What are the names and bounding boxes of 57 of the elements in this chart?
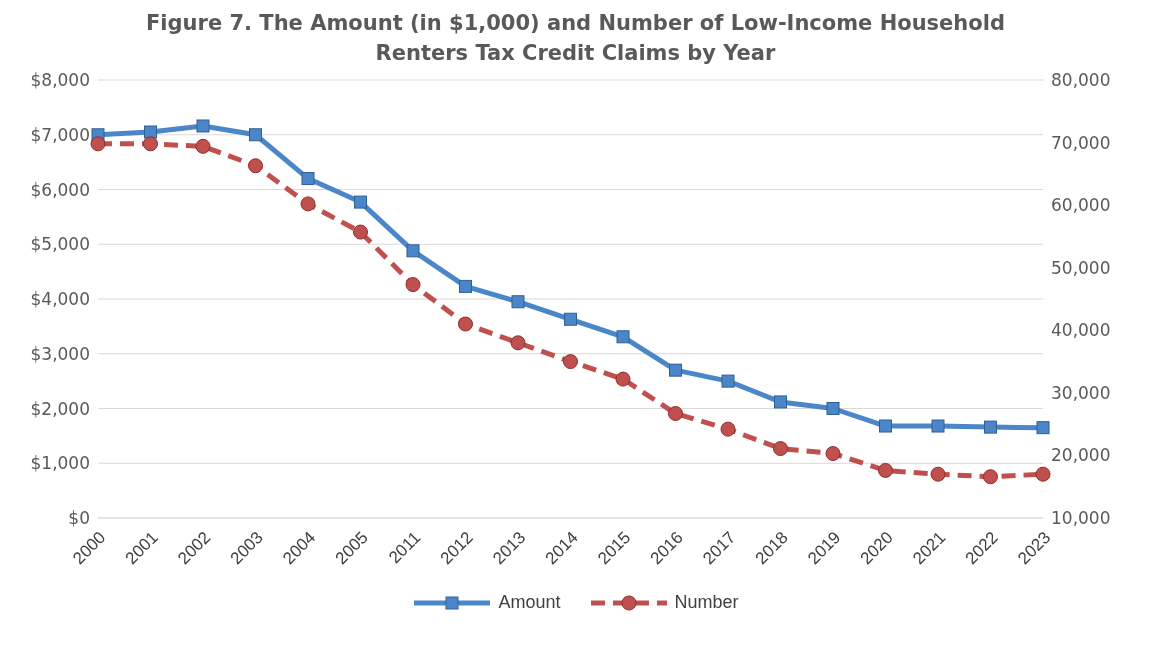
y-tick-label: $0 [68, 508, 90, 529]
point [616, 330, 630, 344]
point [143, 136, 158, 152]
y2-tick-label: 70,000 [1051, 132, 1111, 153]
point [931, 419, 945, 433]
point [405, 277, 421, 293]
y2-tick-label: 40,000 [1051, 320, 1111, 341]
point [195, 138, 211, 154]
y2-tick-label: 50,000 [1051, 257, 1111, 278]
point [353, 224, 368, 240]
point [1035, 466, 1051, 482]
point [510, 335, 526, 351]
y-tick-label: $8,000 [30, 70, 90, 91]
point [615, 371, 631, 387]
point [983, 469, 998, 485]
point [248, 158, 263, 174]
point [826, 402, 840, 415]
point [984, 420, 997, 434]
y-tick-label: $4,000 [30, 289, 90, 310]
point [301, 172, 315, 186]
y2-tick-label: 30,000 [1051, 382, 1111, 403]
y-tick-label: $7,000 [30, 124, 90, 145]
point [720, 421, 736, 437]
y-tick-label: $1,000 [30, 453, 90, 474]
y2-tick-label: 60,000 [1051, 195, 1111, 216]
point [825, 446, 841, 462]
y-tick-label: $3,000 [30, 343, 90, 364]
legend-label: Number [674, 592, 739, 613]
point [774, 395, 787, 409]
y-tick-label: $6,000 [30, 179, 90, 200]
y2-tick-label: 10,000 [1051, 508, 1111, 529]
point [721, 374, 735, 388]
point [406, 244, 420, 258]
y2-tick-label: 80,000 [1051, 70, 1111, 91]
y-tick-label: $2,000 [30, 398, 90, 419]
point [879, 419, 892, 433]
y2-tick-label: 20,000 [1051, 445, 1111, 466]
point [458, 316, 473, 332]
point [249, 128, 262, 142]
point [668, 406, 683, 422]
point [564, 312, 577, 326]
point [144, 125, 157, 139]
point [930, 466, 946, 482]
point [773, 441, 788, 457]
legend-label: Amount [498, 592, 561, 613]
point [511, 295, 525, 309]
point [196, 119, 210, 133]
point [459, 279, 472, 293]
point [669, 363, 682, 377]
point [1036, 421, 1050, 435]
point [354, 195, 367, 209]
y-tick-label: $5,000 [30, 234, 90, 255]
point [90, 136, 106, 152]
point [300, 196, 316, 212]
point [878, 462, 893, 478]
point [563, 354, 578, 370]
chart-title: Figure 7. The Amount (in $1,000) and Number of Low-Income Household Renters Tax Credit Claims by Year [145, 10, 1006, 67]
